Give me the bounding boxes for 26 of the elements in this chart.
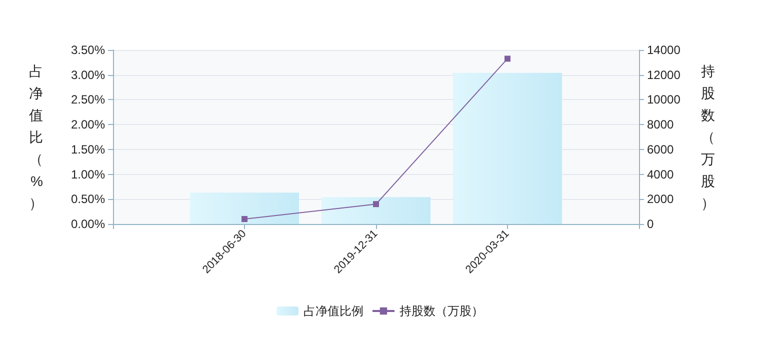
y-tick-label: 1.00% (70, 167, 106, 182)
legend-label: 持股数（万股） (400, 304, 484, 318)
y-tick-label: 3.50% (70, 43, 106, 57)
bar (322, 197, 430, 224)
y2-axis-title: 持股数（万股） (701, 63, 715, 211)
bar (453, 72, 562, 224)
y2-tick-label: 6000 (647, 142, 674, 156)
legend-label: 占净值比例 (304, 304, 364, 318)
y2-tick-label: 4000 (647, 167, 674, 182)
y2-tick-label: 12000 (647, 68, 681, 82)
y-tick-label: 1.50% (70, 142, 106, 156)
point (373, 201, 379, 208)
y-tick-label: 2.50% (70, 92, 106, 107)
y-tick-label: 3.00% (70, 68, 106, 82)
point (504, 56, 510, 62)
y2-tick-label: 2000 (647, 192, 674, 206)
bar (190, 192, 299, 224)
y-tick-label: 0.50% (70, 192, 106, 206)
y2-tick-label: 0 (647, 217, 654, 231)
y2-tick-label: 8000 (647, 118, 674, 132)
y-axis-title: 占净值比（%） (29, 63, 43, 211)
y2-tick-label: 10000 (647, 92, 681, 107)
y-tick-label: 0.00% (70, 217, 106, 231)
y2-tick-label: 14000 (647, 43, 681, 57)
y-tick-label: 2.00% (70, 118, 106, 132)
point (242, 216, 248, 222)
